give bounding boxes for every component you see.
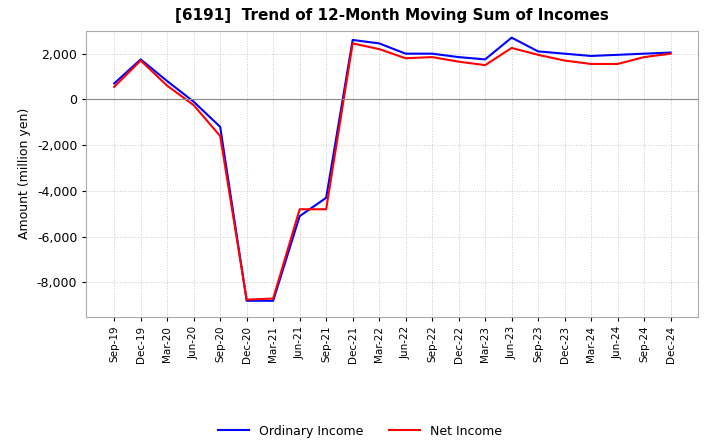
- Ordinary Income: [454, 55, 463, 60]
- Line: Ordinary Income: Ordinary Income: [114, 38, 670, 301]
- Ordinary Income: [189, 99, 198, 104]
- Net Income: [401, 55, 410, 61]
- Ordinary Income: [375, 41, 384, 46]
- Ordinary Income: [666, 50, 675, 55]
- Net Income: [613, 61, 622, 66]
- Net Income: [110, 84, 119, 89]
- Ordinary Income: [640, 51, 649, 56]
- Net Income: [375, 47, 384, 52]
- Net Income: [243, 297, 251, 302]
- Net Income: [163, 83, 171, 88]
- Ordinary Income: [508, 35, 516, 40]
- Ordinary Income: [269, 298, 277, 304]
- Ordinary Income: [587, 53, 595, 59]
- Net Income: [428, 55, 436, 60]
- Net Income: [136, 58, 145, 63]
- Net Income: [348, 41, 357, 46]
- Net Income: [508, 45, 516, 51]
- Title: [6191]  Trend of 12-Month Moving Sum of Incomes: [6191] Trend of 12-Month Moving Sum of I…: [176, 7, 609, 23]
- Line: Net Income: Net Income: [114, 44, 670, 300]
- Net Income: [481, 62, 490, 68]
- Ordinary Income: [136, 57, 145, 62]
- Net Income: [560, 58, 569, 63]
- Net Income: [666, 51, 675, 56]
- Ordinary Income: [348, 37, 357, 43]
- Ordinary Income: [428, 51, 436, 56]
- Ordinary Income: [110, 81, 119, 86]
- Ordinary Income: [401, 51, 410, 56]
- Ordinary Income: [322, 195, 330, 201]
- Net Income: [189, 103, 198, 108]
- Ordinary Income: [243, 298, 251, 304]
- Ordinary Income: [163, 78, 171, 84]
- Net Income: [640, 55, 649, 60]
- Net Income: [454, 59, 463, 64]
- Ordinary Income: [534, 49, 542, 54]
- Ordinary Income: [481, 57, 490, 62]
- Net Income: [295, 207, 304, 212]
- Net Income: [587, 61, 595, 66]
- Ordinary Income: [216, 124, 225, 129]
- Net Income: [269, 296, 277, 301]
- Ordinary Income: [613, 52, 622, 58]
- Ordinary Income: [560, 51, 569, 56]
- Y-axis label: Amount (million yen): Amount (million yen): [18, 108, 31, 239]
- Net Income: [322, 207, 330, 212]
- Net Income: [216, 133, 225, 139]
- Ordinary Income: [295, 213, 304, 219]
- Legend: Ordinary Income, Net Income: Ordinary Income, Net Income: [213, 420, 507, 440]
- Net Income: [534, 52, 542, 58]
